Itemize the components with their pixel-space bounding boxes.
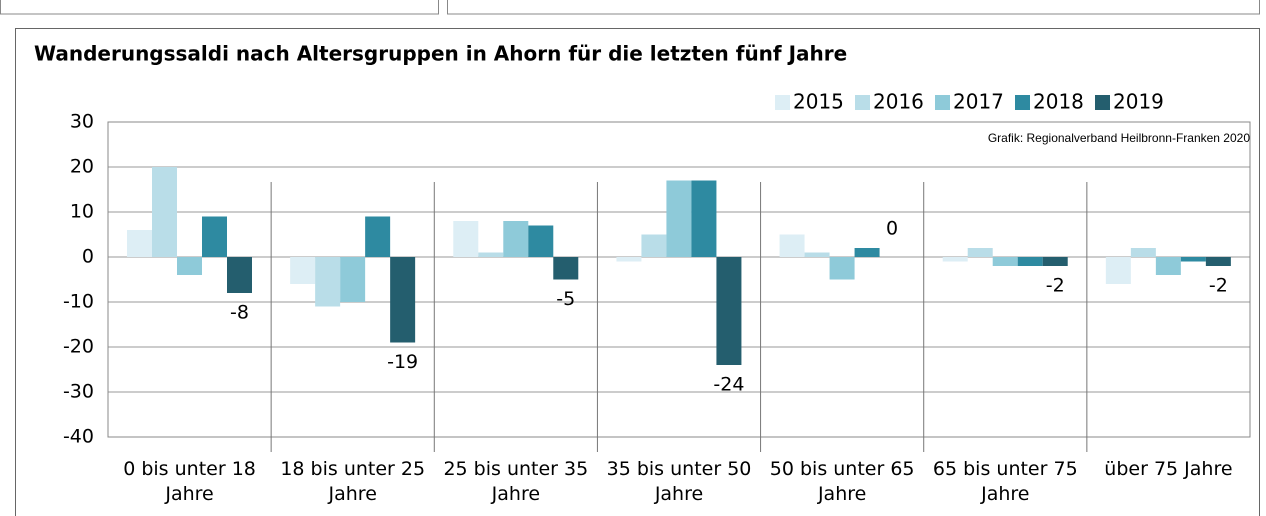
bar xyxy=(553,257,579,280)
bar xyxy=(1017,257,1043,266)
bar xyxy=(779,234,805,257)
bar xyxy=(315,257,341,307)
x-tick-label: 50 bis unter 65 Jahre xyxy=(769,458,915,505)
y-tick-label: 0 xyxy=(82,246,94,268)
y-tick-label: 30 xyxy=(70,111,94,133)
legend-label: 2017 xyxy=(953,90,1004,114)
x-tick-label: 25 bis unter 35 Jahre xyxy=(443,458,589,505)
legend-label: 2015 xyxy=(793,90,844,114)
x-tick-label: 18 bis unter 25 Jahre xyxy=(280,458,426,505)
bar xyxy=(227,257,252,293)
bar xyxy=(453,221,479,257)
legend-swatch xyxy=(935,95,950,110)
x-tick-label: 35 bis unter 50 Jahre xyxy=(606,458,752,505)
bar xyxy=(290,257,316,284)
bar xyxy=(1155,257,1181,275)
bar xyxy=(177,257,202,275)
y-tick-label: -30 xyxy=(63,381,94,403)
plot-border xyxy=(107,121,1251,438)
bar xyxy=(528,225,554,257)
chart-title: Wanderungssaldi nach Altersgruppen in Ah… xyxy=(34,42,847,66)
chart-frame xyxy=(15,28,1260,516)
data-label: -5 xyxy=(556,288,575,310)
bar xyxy=(478,252,504,257)
legend-label: 2018 xyxy=(1033,90,1084,114)
legend-swatch xyxy=(855,95,870,110)
bar xyxy=(691,180,717,257)
bar xyxy=(854,248,880,257)
y-tick-label: 10 xyxy=(70,201,94,223)
bar xyxy=(942,257,968,262)
data-label: -19 xyxy=(387,351,418,373)
x-tick-label: über 75 Jahre xyxy=(1104,458,1233,480)
bar xyxy=(1130,248,1156,257)
bar xyxy=(641,234,667,257)
data-label: -24 xyxy=(713,374,744,396)
bar xyxy=(503,221,529,257)
bar xyxy=(616,257,642,262)
top-box xyxy=(447,0,1260,15)
y-tick-label: -40 xyxy=(63,426,94,448)
legend-label: 2019 xyxy=(1113,90,1164,114)
bar xyxy=(992,257,1018,266)
bar xyxy=(967,248,993,257)
legend-swatch xyxy=(1095,95,1110,110)
legend-swatch xyxy=(775,95,790,110)
y-tick-label: 20 xyxy=(70,156,94,178)
bar xyxy=(152,167,177,257)
data-label: -2 xyxy=(1046,275,1065,297)
bar xyxy=(1180,257,1206,262)
bar xyxy=(666,180,692,257)
bar xyxy=(716,257,742,365)
data-label: -8 xyxy=(230,302,249,324)
bar xyxy=(365,216,391,257)
bar xyxy=(1042,257,1068,266)
data-label: 0 xyxy=(886,218,898,240)
data-label: -2 xyxy=(1209,275,1228,297)
legend-label: 2016 xyxy=(873,90,924,114)
bar xyxy=(127,230,152,257)
y-tick-label: -20 xyxy=(63,336,94,358)
bar xyxy=(1105,257,1131,284)
legend-swatch xyxy=(1015,95,1030,110)
annotation: Grafik: Regionalverband Heilbronn-Franke… xyxy=(988,131,1250,145)
bar xyxy=(390,257,416,343)
bar xyxy=(804,252,830,257)
y-tick-label: -10 xyxy=(63,291,94,313)
bar xyxy=(829,257,855,280)
bar xyxy=(1205,257,1231,266)
top-box xyxy=(0,0,439,15)
x-tick-label: 65 bis unter 75 Jahre xyxy=(932,458,1078,505)
bar xyxy=(340,257,366,302)
bar xyxy=(202,216,227,257)
x-tick-label: 0 bis unter 18 Jahre xyxy=(123,458,256,505)
